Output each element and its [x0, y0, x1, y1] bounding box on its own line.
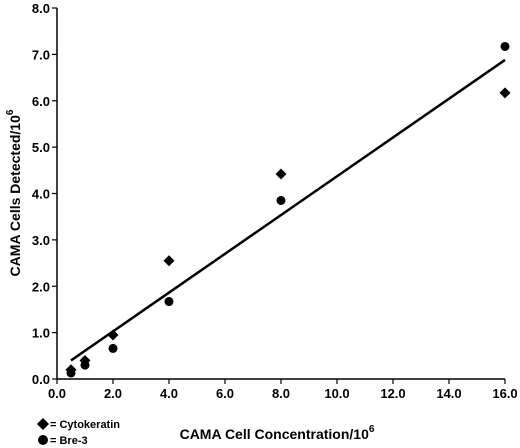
y-tick-label: 1.0: [32, 326, 50, 341]
y-tick-label: 2.0: [32, 279, 50, 294]
cytokeratin-point: [275, 168, 287, 180]
trend-line: [70, 58, 506, 362]
y-tick-label: 7.0: [32, 47, 50, 62]
y-tick-label: 4.0: [32, 187, 50, 202]
x-tick-label: 8.0: [272, 386, 290, 401]
axes: [52, 7, 506, 384]
x-tick-label: 16.0: [492, 386, 517, 401]
y-tick-label: 8.0: [32, 1, 50, 16]
x-tick-label: 0.0: [48, 386, 66, 401]
tick-labels: 0.0 1.0 2.0 3.0 4.0 5.0 6.0 7.0 8.0 0.0 2.0 4.0 6.0 8…: [32, 1, 518, 401]
x-axis-title: CAMA Cell Concentration/106: [180, 424, 375, 442]
x-tick-label: 4.0: [160, 386, 178, 401]
x-tick-label: 6.0: [216, 386, 234, 401]
x-tick-label: 10.0: [324, 386, 349, 401]
bre3-point: [80, 360, 90, 370]
legend: = Cytokeratin = Bre-3: [37, 418, 120, 447]
bre3-point: [164, 297, 174, 307]
y-tick-label: 3.0: [32, 233, 50, 248]
y-tick-label: 6.0: [32, 94, 50, 109]
y-tick-label: 5.0: [32, 140, 50, 155]
x-tick-label: 12.0: [380, 386, 405, 401]
y-tick-label: 0.0: [32, 372, 50, 387]
cytokeratin-point: [107, 329, 119, 341]
bre3-point: [66, 368, 76, 378]
bre3-point: [500, 41, 510, 51]
bre3-point: [276, 195, 286, 205]
legend-diamond-marker: [37, 418, 49, 430]
bre3-point: [108, 343, 118, 353]
legend-label-bre3: = Bre-3: [50, 435, 88, 447]
x-tick-label: 14.0: [436, 386, 461, 401]
y-axis-title: CAMA Cells Detected/106: [5, 109, 23, 276]
x-tick-label: 2.0: [104, 386, 122, 401]
cytokeratin-point: [499, 87, 511, 99]
legend-circle-marker: [38, 435, 48, 445]
legend-label-cytokeratin: = Cytokeratin: [50, 419, 120, 431]
cytokeratin-point: [163, 255, 175, 267]
data-points: [65, 41, 511, 378]
